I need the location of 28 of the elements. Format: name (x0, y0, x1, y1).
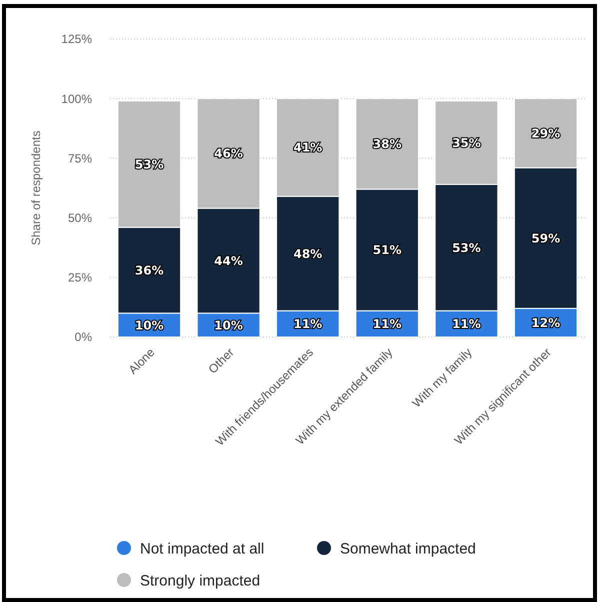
data-label: 46% (214, 146, 243, 161)
data-label: 41% (293, 140, 322, 155)
data-label: 36% (134, 263, 164, 278)
data-label: 48% (293, 246, 322, 261)
data-label: 53% (134, 157, 164, 172)
data-label: 10% (134, 318, 164, 332)
data-label: 59% (531, 231, 560, 246)
y-tick-label: 25% (68, 270, 92, 285)
y-tick-label: 0% (74, 330, 92, 344)
legend-label: Not impacted at all (140, 540, 264, 558)
legend-label: Somewhat impacted (340, 540, 476, 558)
y-tick-label: 50% (68, 211, 92, 225)
data-label: 11% (452, 317, 481, 332)
y-tick-label: 125% (61, 32, 92, 46)
data-label: 53% (452, 240, 481, 255)
data-label: 11% (372, 317, 402, 332)
data-label: 10% (214, 318, 243, 332)
data-label: 12% (531, 316, 560, 330)
y-axis-title: Share of respondents (29, 130, 43, 246)
data-label: 11% (293, 317, 322, 332)
data-label: 35% (452, 136, 481, 150)
data-label: 51% (372, 243, 402, 258)
y-tick-label: 100% (61, 92, 92, 106)
y-tick-label: 75% (68, 151, 92, 166)
data-label: 44% (214, 254, 243, 268)
legend-label: Strongly impacted (140, 572, 260, 590)
data-label: 29% (531, 126, 560, 140)
data-label: 38% (372, 137, 402, 152)
